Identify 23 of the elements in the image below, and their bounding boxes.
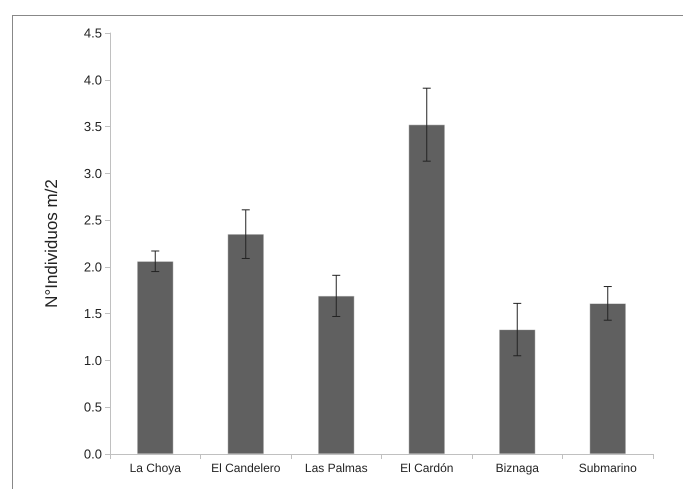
y-tick-label: 4.0	[84, 72, 102, 88]
x-tick-label: La Choya	[130, 461, 182, 475]
y-tick-label: 2.0	[84, 259, 102, 274]
bar	[137, 261, 174, 454]
y-tick-label: 0.0	[84, 446, 102, 462]
bar	[590, 303, 626, 454]
y-tick-label: 3.5	[84, 119, 102, 134]
y-tick-label: 4.5	[84, 26, 102, 40]
y-tick-label: 1.5	[84, 306, 102, 322]
y-tick-label: 3.0	[84, 166, 102, 181]
x-tick-label: El Cardón	[400, 461, 454, 475]
bar	[228, 234, 264, 454]
bar	[318, 296, 354, 454]
y-axis-title: N°Individuos m/2	[42, 179, 61, 308]
bar	[499, 330, 536, 454]
x-tick-label: Biznaga	[496, 461, 540, 475]
y-tick-label: 0.5	[84, 400, 102, 415]
bar	[408, 124, 445, 454]
y-tick-label: 1.0	[84, 352, 102, 368]
x-tick-label: Submarino	[578, 461, 638, 475]
y-tick-label: 2.5	[84, 212, 102, 228]
x-tick-label: Las Palmas	[304, 461, 368, 475]
x-tick-label: El Candelero	[211, 461, 281, 475]
